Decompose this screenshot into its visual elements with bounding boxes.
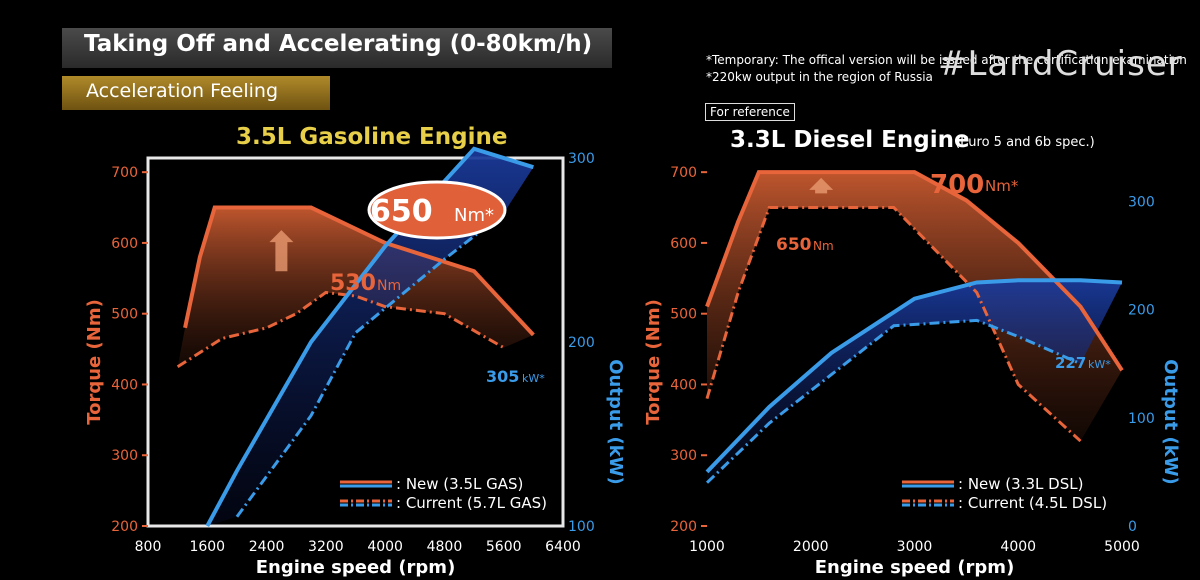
gas-xtick-label: 4000: [367, 539, 403, 555]
diesel-torque-new-value: 700: [930, 170, 984, 200]
note-temporary: *Temporary: The offical version will be …: [706, 53, 1187, 67]
gas-output-new-unit: kW*: [522, 372, 545, 385]
diesel-ytick-left-label: 200: [670, 519, 697, 535]
title-bar: [62, 28, 612, 68]
diesel-output-new-value: 227: [1055, 354, 1086, 372]
diesel-ytick-right-label: 0: [1128, 519, 1137, 535]
gas-xtick-label: 4800: [427, 539, 463, 555]
gas-torque-new-line: [183, 205, 535, 337]
gas-xtick-label: 3200: [308, 539, 344, 555]
gas-chart-frame: [146, 156, 565, 528]
diesel-yaxis-right-label: Output (kW): [1160, 359, 1181, 485]
diesel-xtick-label: 1000: [689, 539, 725, 555]
diesel-xtick-label: 2000: [793, 539, 829, 555]
gas-torque-current-value: 530: [330, 271, 376, 296]
diesel-ytick-right-label: 100: [1128, 411, 1155, 427]
gas-xtick-label: 2400: [249, 539, 285, 555]
gas-xtick-label: 1600: [189, 539, 225, 555]
gas-yaxis-right-label: Output (kW): [605, 359, 626, 485]
gas-ytick-left-label: 600: [111, 236, 138, 252]
gas-ytick-left-label: 500: [111, 307, 138, 323]
chart-right-title-note: (Euro 5 and 6b spec.): [955, 135, 1095, 150]
note-russia: *220kw output in the region of Russia: [706, 70, 933, 84]
diesel-torque-gain-area: [707, 172, 1122, 442]
gas-output-new-line: [205, 146, 534, 527]
diesel-torque-new-unit: Nm*: [985, 177, 1019, 195]
diesel-output-gain-area: [707, 280, 1122, 483]
gas-legend-new-label: : New (3.5L GAS): [396, 475, 523, 493]
gas-torque-new-unit: Nm*: [454, 205, 494, 226]
diesel-ytick-right-label: 200: [1128, 303, 1155, 319]
gas-torque-callout-bubble: [367, 180, 507, 240]
page-title: Taking Off and Accelerating (0-80km/h): [84, 31, 593, 57]
diesel-xtick-label: 3000: [897, 539, 933, 555]
gas-ytick-left-label: 700: [111, 165, 138, 181]
diesel-xaxis-label: Engine speed (rpm): [815, 557, 1015, 578]
gas-output-new-value: 305: [486, 367, 519, 386]
gas-torque-current-unit: Nm: [377, 278, 401, 294]
diesel-yaxis-left-label: Torque (Nm): [643, 299, 664, 425]
diesel-output-current-line: [705, 318, 1082, 484]
diesel-legend-current-label: : Current (4.5L DSL): [958, 494, 1107, 512]
chart-right-title: 3.3L Diesel Engine: [730, 127, 970, 153]
diesel-increase-arrow-icon: [809, 177, 834, 194]
diesel-output-new-unit: kW*: [1088, 358, 1111, 371]
diesel-ytick-right-label: 300: [1128, 194, 1155, 210]
gas-output-gain-area: [207, 148, 534, 527]
gas-ytick-right-label: 300: [568, 151, 595, 167]
gas-ytick-left-label: 400: [111, 377, 138, 393]
diesel-torque-current-line: [705, 206, 1082, 443]
gas-increase-arrow-icon: [269, 230, 294, 272]
diesel-legend-new-label: : New (3.3L DSL): [958, 475, 1083, 493]
gas-torque-current-line: [176, 290, 505, 369]
diesel-torque-current-unit: Nm: [813, 239, 834, 253]
diesel-torque-new-line: [705, 170, 1124, 372]
gas-ytick-left-label: 300: [111, 448, 138, 464]
gas-ytick-right-label: 200: [568, 335, 595, 351]
diesel-ytick-left-label: 300: [670, 448, 697, 464]
reference-label: For reference: [705, 103, 795, 121]
gas-xtick-label: 5600: [486, 539, 522, 555]
chart-left-title: 3.5L Gasoline Engine: [236, 124, 508, 150]
gas-xtick-label: 6400: [545, 539, 581, 555]
gas-ytick-left-label: 200: [111, 519, 138, 535]
gas-yaxis-left-label: Torque (Nm): [84, 299, 105, 425]
subtitle-bar: [62, 76, 330, 110]
diesel-ytick-left-label: 500: [670, 307, 697, 323]
gas-legend-current-label: : Current (5.7L GAS): [396, 494, 547, 512]
diesel-ytick-left-label: 700: [670, 165, 697, 181]
gas-xtick-label: 800: [135, 539, 162, 555]
diesel-xtick-label: 4000: [1000, 539, 1036, 555]
gas-output-current-line: [235, 212, 505, 518]
hashtag-watermark: #LandCruiser: [938, 44, 1183, 84]
diesel-torque-current-value: 650: [776, 235, 812, 255]
diesel-xtick-label: 5000: [1104, 539, 1140, 555]
diesel-ytick-left-label: 600: [670, 236, 697, 252]
gas-ytick-right-label: 100: [568, 519, 595, 535]
diesel-ytick-left-label: 400: [670, 377, 697, 393]
diesel-output-new-line: [705, 278, 1123, 474]
page-subtitle: Acceleration Feeling: [86, 80, 279, 102]
gas-torque-new-value: 650: [370, 194, 433, 229]
gas-xaxis-label: Engine speed (rpm): [256, 557, 456, 578]
